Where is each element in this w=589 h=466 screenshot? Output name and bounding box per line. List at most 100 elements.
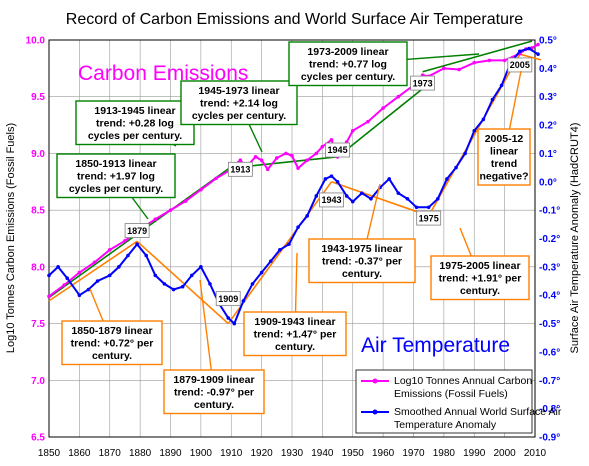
temperature-point (454, 165, 458, 170)
annotation-box (477, 128, 531, 186)
temperature-point (329, 174, 334, 178)
annotation-text: trend: -0.37° per (322, 256, 402, 268)
year-marker-1975: 1975 (416, 210, 442, 226)
annotation-text: 1943-1975 linear (321, 243, 402, 255)
annotation-text: trend: +2.14 log (200, 98, 278, 110)
temperature-point (472, 128, 477, 133)
temperature-point (259, 270, 264, 275)
carbon-point (62, 283, 66, 287)
annotation-text: 1850-1913 linear (75, 158, 156, 170)
year-marker-box (124, 223, 150, 238)
year-marker-1909: 1909 (215, 291, 241, 307)
temperature-point (268, 259, 273, 263)
annotation-text: cycles per century. (69, 183, 163, 195)
annotation-box (180, 80, 298, 126)
carbon-point (314, 151, 319, 156)
legend-temperature-marker (372, 409, 378, 415)
annotation-text: 2005-12 (485, 133, 524, 145)
annotation-text: trend: +0.28 log (96, 118, 174, 130)
annotation-text: 1945-1973 linear (198, 85, 279, 97)
temperature-point (162, 282, 167, 286)
year-marker-1879: 1879 (124, 223, 150, 238)
right-tick-label: 0.0° (539, 177, 557, 188)
carbon-point (123, 238, 127, 243)
annotation-text: 1879-1909 linear (173, 374, 254, 386)
temperature-trend-line (48, 240, 138, 302)
right-tick-label: 0.1° (539, 149, 557, 160)
x-tick-label: 1930 (281, 448, 304, 459)
right-tick-label: -0.3° (539, 262, 560, 273)
annotation-text: century. (342, 268, 382, 280)
right-tick-label: 0.2° (539, 121, 557, 132)
carbon-point (275, 156, 279, 160)
carbon-point (107, 248, 112, 252)
x-tick-label: 1870 (99, 448, 122, 459)
annotation-text: cycles per century. (192, 110, 286, 122)
temperature-point (414, 205, 419, 210)
annotation-text: linear (490, 146, 518, 158)
temperature-point (86, 287, 91, 292)
temperature-point (77, 293, 82, 298)
annotation-box (75, 100, 195, 146)
carbon-point (329, 138, 334, 142)
annotation-text: century. (460, 285, 500, 297)
x-tick-label: 1920 (251, 448, 274, 459)
temperature-trend-line (427, 53, 521, 217)
temperature-point (95, 279, 100, 283)
annotation-text: 1973-2009 linear (307, 46, 388, 58)
left-tick-label: 8.5 (31, 206, 45, 217)
left-axis-ticks: 6.5 7.0 7.5 8.0 8.5 9.0 9.5 10.0 (26, 36, 46, 444)
temperature-point (481, 117, 486, 122)
temperature-point (65, 276, 70, 281)
temperature-point (350, 199, 355, 204)
year-marker-label: 1909 (218, 294, 238, 304)
data-series (47, 42, 540, 326)
x-tick-label: 2010 (524, 448, 547, 459)
temperature-point (199, 265, 203, 269)
temperature-point (387, 177, 392, 181)
right-tick-label: -0.6° (539, 347, 560, 358)
left-tick-label: 7.5 (31, 319, 45, 330)
left-tick-label: 9.5 (31, 92, 45, 103)
legend: Log10 Tonnes Annual Carbon Emissions (Fo… (355, 369, 562, 434)
year-marker-2005: 2005 (507, 57, 533, 73)
carbon-point (536, 42, 540, 47)
x-tick-label: 1900 (190, 448, 213, 459)
right-axis-ticks: 0.5° 0.4° 0.3° 0.2° 0.1° 0.0° -0.1° -0.2° -0.3° -… (539, 36, 560, 444)
right-tick-label: -0.2° (539, 234, 560, 245)
carbon-point (77, 270, 82, 275)
carbon-point (381, 106, 385, 110)
temperature-trend-line (519, 53, 542, 61)
chart-title: Record of Carbon Emissions and World Sur… (66, 11, 524, 28)
temperature-point (232, 321, 237, 326)
carbon-point (153, 217, 158, 222)
temperature-point (527, 46, 531, 51)
annotation-text: 1913-1945 linear (94, 105, 175, 117)
annotation-text: century. (194, 399, 234, 411)
temperature-point (117, 265, 121, 269)
annotation-text: trend: +1.91° per (439, 273, 522, 285)
x-tick-label: 1880 (129, 448, 152, 459)
temperature-point (153, 273, 158, 278)
carbon-point (199, 187, 203, 192)
left-tick-label: 10.0 (26, 36, 46, 47)
legend-temperature-label-1: Smoothed Annual World Surface Air (394, 406, 562, 418)
temperature-point (490, 97, 495, 102)
year-marker-label: 1945 (328, 145, 348, 155)
temperature-point (241, 299, 246, 303)
annotation-box (243, 311, 347, 357)
right-tick-label: -0.5° (539, 319, 560, 330)
year-marker-box (227, 161, 253, 177)
temperature-point (369, 197, 373, 201)
legend-carbon-label-1: Log10 Tonnes Annual Carbon (394, 375, 532, 387)
temperature-point (463, 151, 467, 156)
year-marker-1945: 1945 (325, 142, 350, 158)
year-marker-box (416, 210, 442, 226)
temperature-point (226, 316, 231, 320)
x-tick-label: 2000 (494, 448, 517, 459)
annotation-text: trend: -0.97° per (174, 387, 254, 399)
